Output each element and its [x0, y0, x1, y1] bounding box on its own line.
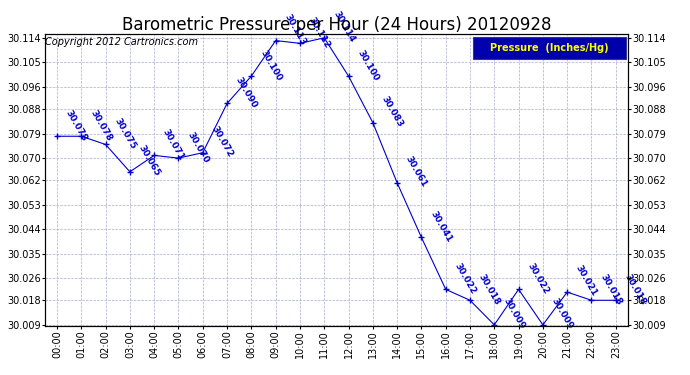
Text: 30.078: 30.078 — [88, 108, 113, 142]
Text: 30.021: 30.021 — [574, 264, 599, 298]
Text: 30.022: 30.022 — [453, 261, 477, 296]
Text: 30.070: 30.070 — [186, 130, 210, 164]
Text: 30.090: 30.090 — [234, 75, 259, 109]
Text: 30.018: 30.018 — [477, 272, 502, 306]
Text: 30.065: 30.065 — [137, 144, 161, 178]
Text: 30.018: 30.018 — [622, 272, 648, 306]
Text: 30.041: 30.041 — [428, 209, 453, 244]
Text: 30.061: 30.061 — [404, 154, 429, 189]
Text: 30.075: 30.075 — [112, 116, 137, 151]
Text: 30.100: 30.100 — [258, 48, 283, 82]
Title: Barometric Pressure per Hour (24 Hours) 20120928: Barometric Pressure per Hour (24 Hours) … — [121, 16, 551, 34]
Text: 30.072: 30.072 — [210, 124, 235, 159]
Text: Pressure  (Inches/Hg): Pressure (Inches/Hg) — [491, 43, 609, 52]
FancyBboxPatch shape — [473, 37, 626, 58]
Text: 30.113: 30.113 — [283, 12, 308, 47]
Text: 30.071: 30.071 — [161, 127, 186, 162]
Text: 30.112: 30.112 — [307, 15, 332, 50]
Text: 30.083: 30.083 — [380, 94, 405, 129]
Text: 30.018: 30.018 — [598, 272, 623, 306]
Text: 30.114: 30.114 — [331, 9, 356, 44]
Text: 30.009: 30.009 — [550, 297, 575, 331]
Text: 30.009: 30.009 — [501, 297, 526, 331]
Text: 30.100: 30.100 — [355, 48, 380, 82]
Text: 30.078: 30.078 — [64, 108, 89, 142]
Text: Copyright 2012 Cartronics.com: Copyright 2012 Cartronics.com — [46, 37, 199, 46]
Text: 30.022: 30.022 — [526, 261, 551, 296]
